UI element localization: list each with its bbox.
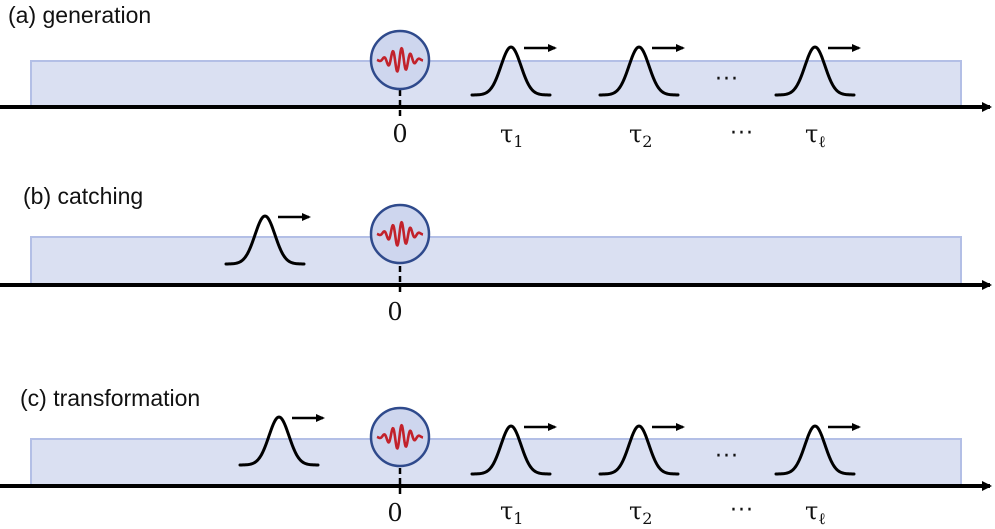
ellipsis-bottom: ···: [730, 121, 754, 146]
waveguide: [30, 60, 962, 108]
tau-label-ell: τℓ: [805, 497, 826, 528]
emitter-wave: [376, 423, 424, 450]
tau-label-2: τ2: [629, 120, 652, 151]
panel-generation: (a) generation ··· 0 τ1 τ2 ··· τℓ: [0, 2, 992, 151]
panel-label: (a) generation: [8, 2, 151, 28]
pulse-curve: [238, 415, 320, 467]
gaussian-pulse-icon: [598, 423, 685, 476]
gaussian-pulse-icon: [224, 213, 311, 266]
tau-label-1: τ1: [500, 497, 523, 528]
waveguide: [30, 236, 962, 285]
origin-label: 0: [387, 499, 402, 527]
gaussian-pulse-icon: [774, 44, 861, 97]
origin-label: 0: [392, 120, 407, 148]
tau-label-1: τ1: [500, 120, 523, 151]
origin-label: 0: [387, 298, 402, 326]
ellipsis-bottom: ···: [730, 498, 754, 523]
pulse-curve: [774, 45, 856, 97]
pulse-curve: [470, 45, 552, 97]
emitter-wave: [376, 220, 424, 247]
pulse-curve: [470, 424, 552, 476]
tau-label-2: τ2: [629, 497, 652, 528]
gaussian-pulse-icon: [470, 423, 557, 476]
panel-label: (b) catching: [23, 183, 143, 209]
ellipsis-top: ···: [715, 444, 739, 469]
emitter-wave: [376, 46, 424, 73]
emitter-circle-icon: [369, 29, 431, 91]
gaussian-pulse-icon: [238, 414, 325, 467]
panel-catching: (b) catching 0: [0, 183, 992, 326]
pulse-curve: [598, 45, 680, 97]
gaussian-pulse-icon: [598, 44, 685, 97]
tau-label-ell: τℓ: [805, 120, 826, 151]
gaussian-pulse-icon: [774, 423, 861, 476]
gaussian-pulse-icon: [470, 44, 557, 97]
emitter-circle-icon: [369, 203, 431, 265]
emitter-circle-icon: [369, 406, 431, 468]
panel-transformation: (c) transformation ··· 0 τ1 τ2 ··· τℓ: [0, 385, 992, 528]
pulse-curve: [598, 424, 680, 476]
ellipsis-top: ···: [715, 67, 739, 92]
pulse-curve: [774, 424, 856, 476]
pulse-curve: [224, 214, 306, 266]
panel-label: (c) transformation: [20, 385, 200, 411]
